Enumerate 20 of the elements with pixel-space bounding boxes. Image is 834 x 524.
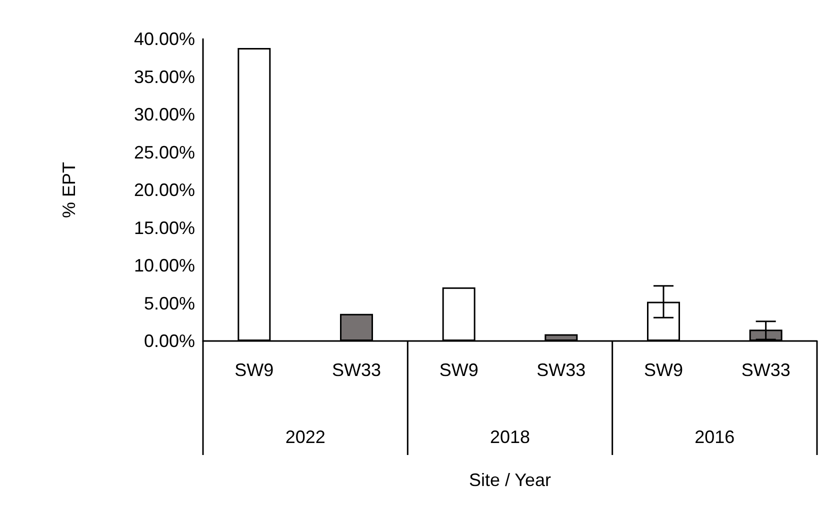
y-tick-label: 15.00%: [134, 218, 195, 238]
y-tick-label: 40.00%: [134, 29, 195, 49]
x-tick-label: SW9: [234, 360, 274, 380]
y-tick-label: 30.00%: [134, 104, 195, 124]
y-tick-label: 10.00%: [134, 256, 195, 276]
x-tick-label: SW33: [332, 360, 382, 380]
text: 2016: [694, 427, 735, 447]
y-tick-label: 20.00%: [134, 180, 195, 200]
x-tick-label: SW9: [644, 360, 684, 380]
y-axis-title: % EPT: [59, 162, 79, 218]
y-tick-label: 35.00%: [134, 66, 195, 87]
x-axis-title: Site / Year: [468, 470, 552, 490]
x-tick-label: SW33: [536, 360, 586, 380]
y-tick-label: 25.00%: [134, 142, 195, 162]
x-tick-label: SW9: [439, 360, 478, 380]
x-tick-label: SW33: [741, 360, 790, 380]
text: 2022: [285, 427, 326, 447]
y-tick-label: 5.00%: [144, 293, 195, 314]
text: 2018: [490, 427, 530, 447]
y-tick-label: 0.00%: [144, 331, 195, 351]
